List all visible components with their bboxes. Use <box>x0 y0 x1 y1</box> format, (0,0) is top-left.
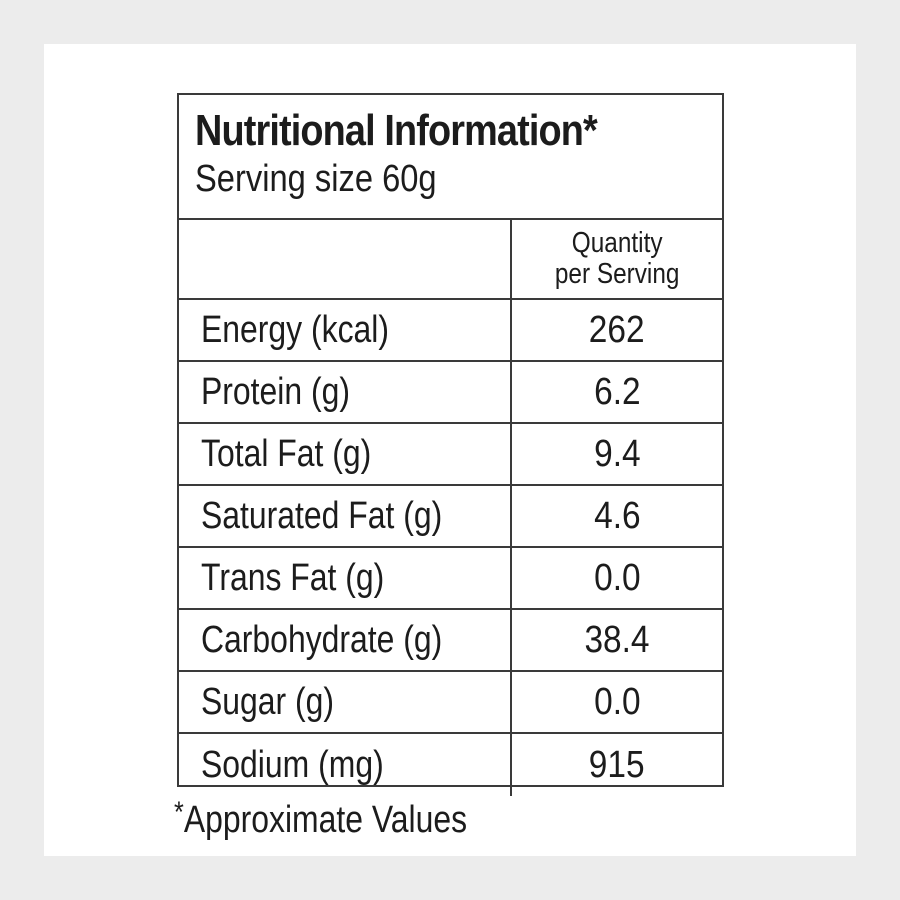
footnote: *Approximate Values <box>174 796 467 842</box>
nutrient-value: 4.6 <box>593 494 641 537</box>
nutrient-row-energy: Energy (kcal) 262 <box>179 300 722 362</box>
quantity-header-line2: per Serving <box>554 258 680 290</box>
label-title: Nutritional Information* <box>195 106 598 155</box>
nutrient-value: 0.0 <box>593 556 641 599</box>
quantity-column-header: Quantity per Serving <box>512 220 722 298</box>
nutrient-row-protein: Protein (g) 6.2 <box>179 362 722 424</box>
footnote-text: Approximate Values <box>183 799 468 841</box>
serving-size: Serving size 60g <box>195 158 437 200</box>
nutrient-name: Energy (kcal) <box>201 308 390 351</box>
nutrient-name: Total Fat (g) <box>201 432 372 475</box>
nutrient-row-saturated-fat: Saturated Fat (g) 4.6 <box>179 486 722 548</box>
nutrition-label: Nutritional Information* Serving size 60… <box>177 93 724 796</box>
nutrient-row-sodium: Sodium (mg) 915 <box>179 734 722 796</box>
nutrient-row-trans-fat: Trans Fat (g) 0.0 <box>179 548 722 610</box>
nutrient-value: 6.2 <box>593 370 641 413</box>
nutrient-name: Trans Fat (g) <box>201 556 385 599</box>
nutrient-row-sugar: Sugar (g) 0.0 <box>179 672 722 734</box>
nutrient-value: 0.0 <box>593 680 641 723</box>
label-header: Nutritional Information* Serving size 60… <box>179 95 722 220</box>
nutrient-name: Sodium (mg) <box>201 743 384 786</box>
nutrient-name: Carbohydrate (g) <box>201 618 443 661</box>
nutrient-column-header <box>179 220 512 298</box>
nutrient-value: 9.4 <box>593 432 641 475</box>
column-header-row: Quantity per Serving <box>179 220 722 300</box>
nutrient-row-carbohydrate: Carbohydrate (g) 38.4 <box>179 610 722 672</box>
nutrient-value: 38.4 <box>584 618 650 661</box>
quantity-header-line1: Quantity <box>571 227 663 259</box>
footnote-asterisk: * <box>174 796 184 829</box>
nutrient-value: 915 <box>589 743 645 786</box>
nutrient-name: Sugar (g) <box>201 680 335 723</box>
nutrient-row-total-fat: Total Fat (g) 9.4 <box>179 424 722 486</box>
product-image-card <box>44 44 856 856</box>
nutrient-name: Protein (g) <box>201 370 351 413</box>
nutrient-value: 262 <box>589 308 645 351</box>
nutrient-name: Saturated Fat (g) <box>201 494 443 537</box>
